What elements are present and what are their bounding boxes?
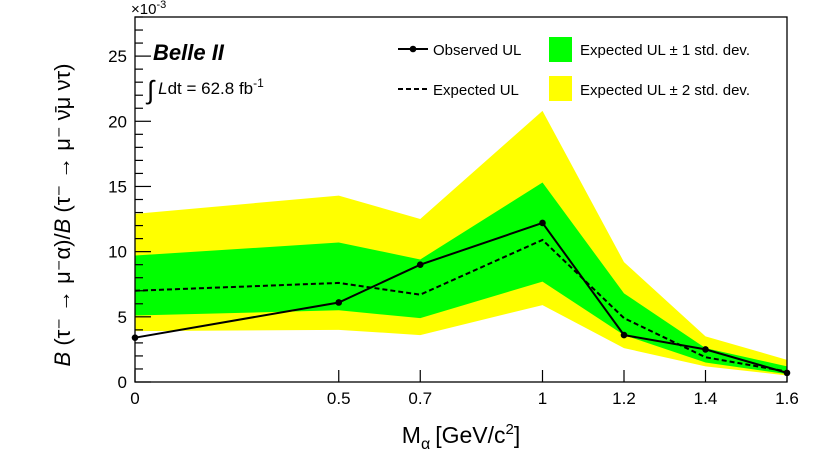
legend-label-expected: Expected UL bbox=[433, 82, 519, 99]
y-tick-label: 20 bbox=[108, 112, 127, 131]
x-ticks: 0 0.5 0.7 1 1.2 1.4 1.6 bbox=[130, 370, 799, 408]
legend: Observed UL Expected UL Expected UL ± 1 … bbox=[398, 37, 750, 101]
y-axis-title: B (τ⁻ → μ⁻α)/B (τ⁻ → μ⁻ ν̄μ ντ) bbox=[50, 64, 75, 367]
y-axis-title-text: B (τ⁻ → μ⁻α)/B (τ⁻ → μ⁻ ν̄μ ντ) bbox=[50, 64, 75, 367]
y-tick-label: 10 bbox=[108, 243, 127, 262]
y-scale-factor: ×10-3 bbox=[131, 0, 166, 18]
legend-label-observed: Observed UL bbox=[433, 42, 521, 59]
x-tick-label: 0 bbox=[130, 389, 139, 408]
legend-entry-2sigma: Expected UL ± 2 std. dev. bbox=[549, 76, 750, 101]
x-tick-label: 1.6 bbox=[775, 389, 799, 408]
y-ticks: 0 5 10 15 20 25 bbox=[108, 16, 151, 392]
legend-entry-expected: Expected UL bbox=[398, 82, 519, 99]
luminosity-label: ∫ Ldt = 62.8 fb-1 bbox=[145, 75, 264, 105]
bands-group bbox=[135, 110, 787, 376]
observed-ul-point bbox=[702, 346, 709, 353]
experiment-label: Belle II bbox=[153, 40, 225, 65]
x-tick-label: 1.4 bbox=[694, 389, 718, 408]
legend-entry-1sigma: Expected UL ± 1 std. dev. bbox=[549, 37, 750, 62]
legend-label-2sigma: Expected UL ± 2 std. dev. bbox=[580, 82, 750, 99]
observed-ul-point bbox=[620, 331, 628, 339]
band-1sigma bbox=[135, 182, 787, 375]
x-tick-label: 1 bbox=[538, 389, 547, 408]
y-tick-label: 5 bbox=[118, 308, 127, 327]
y-tick-label: 25 bbox=[108, 47, 127, 66]
x-tick-label: 0.7 bbox=[408, 389, 432, 408]
observed-ul-point bbox=[335, 299, 343, 306]
x-tick-label: 1.2 bbox=[612, 389, 636, 408]
x-axis-title: Mα [GeV/c2] bbox=[402, 421, 520, 453]
x-tick-label: 0.5 bbox=[327, 389, 351, 408]
integral-sign: ∫ bbox=[145, 75, 156, 105]
observed-ul-point bbox=[416, 261, 424, 268]
expected-ul-line bbox=[134, 238, 788, 373]
observed-ul-point bbox=[539, 219, 546, 227]
lines-group bbox=[131, 219, 791, 377]
y-tick-label: 0 bbox=[118, 373, 127, 392]
y-tick-label: 15 bbox=[108, 177, 127, 196]
legend-entry-observed: Observed UL bbox=[398, 42, 521, 59]
legend-label-1sigma: Expected UL ± 1 std. dev. bbox=[580, 42, 750, 59]
